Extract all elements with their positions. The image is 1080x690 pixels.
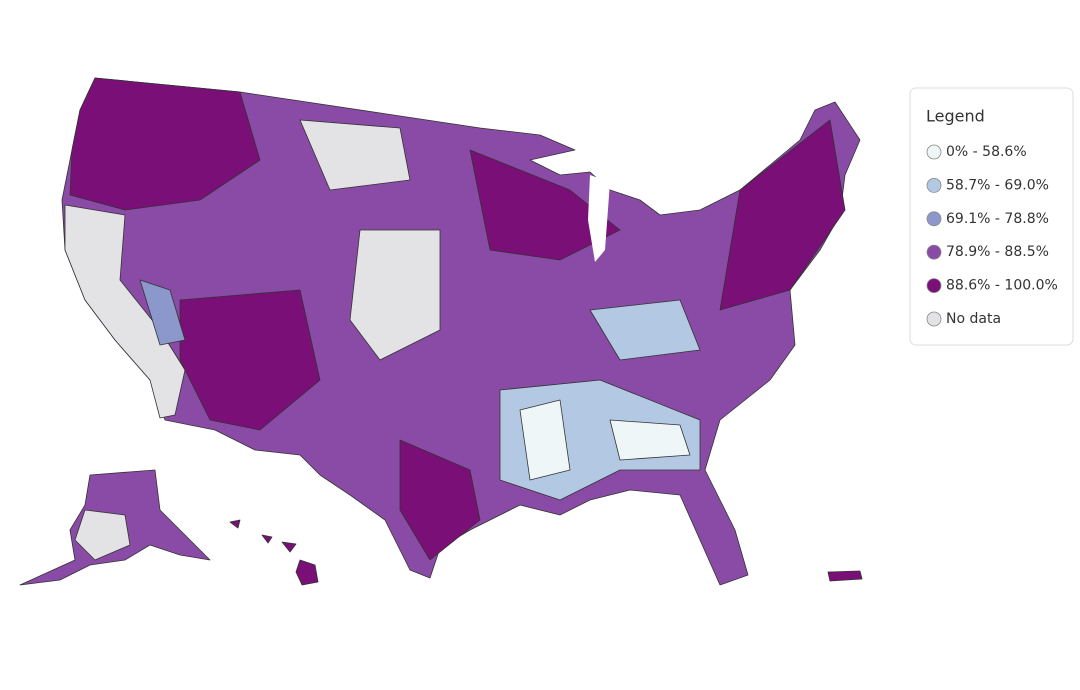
legend-swatch bbox=[926, 244, 942, 260]
region-nodata bbox=[299, 119, 411, 191]
alaska-nodata bbox=[74, 509, 131, 561]
legend-label: No data bbox=[946, 311, 1001, 327]
legend-swatch bbox=[926, 211, 942, 227]
legend-label: 78.9% - 88.5% bbox=[946, 244, 1049, 260]
legend-box bbox=[909, 87, 1074, 346]
legend: Legend 0% - 58.6% 58.7% - 69.0% 69.1% - 78… bbox=[909, 87, 1074, 346]
legend-items: 0% - 58.6% 58.7% - 69.0% 69.1% - 78.8% 78.9… bbox=[926, 144, 1058, 327]
region-light bbox=[609, 419, 691, 461]
region-light bbox=[519, 399, 571, 481]
region-light bbox=[589, 299, 701, 361]
legend-title: Legend bbox=[926, 107, 985, 126]
puerto-rico bbox=[827, 570, 863, 582]
legend-swatch bbox=[926, 278, 942, 294]
map bbox=[19, 77, 863, 586]
lake bbox=[588, 175, 610, 262]
region-dark bbox=[69, 77, 261, 211]
region-nodata bbox=[349, 229, 441, 361]
legend-label: 88.6% - 100.0% bbox=[946, 278, 1058, 294]
legend-label: 0% - 58.6% bbox=[946, 144, 1027, 160]
region-dark bbox=[179, 289, 321, 431]
legend-label: 69.1% - 78.8% bbox=[946, 211, 1049, 227]
legend-swatch bbox=[926, 311, 942, 327]
region-dark bbox=[399, 439, 481, 561]
no-data-region bbox=[64, 204, 186, 419]
region-dark bbox=[719, 119, 846, 311]
region-mid bbox=[139, 279, 186, 346]
legend-swatch bbox=[926, 177, 942, 193]
legend-label: 58.7% - 69.0% bbox=[946, 177, 1049, 193]
region-dark bbox=[469, 149, 621, 261]
legend-swatch bbox=[926, 144, 942, 160]
hawaii bbox=[229, 519, 319, 586]
